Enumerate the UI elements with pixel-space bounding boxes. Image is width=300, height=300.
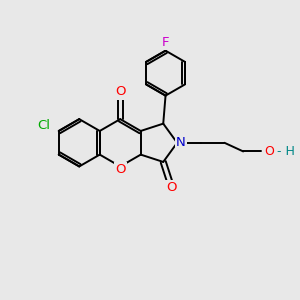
Text: O: O xyxy=(264,145,274,158)
Text: O: O xyxy=(115,85,125,98)
Text: N: N xyxy=(176,136,185,149)
Text: O: O xyxy=(166,181,177,194)
Text: - H: - H xyxy=(277,145,295,158)
Text: F: F xyxy=(162,36,169,49)
Text: Cl: Cl xyxy=(37,119,50,132)
Text: O: O xyxy=(115,163,125,176)
